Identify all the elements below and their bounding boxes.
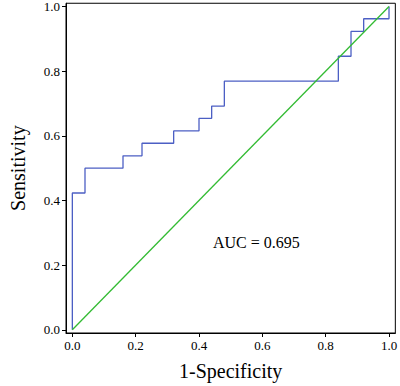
svg-text:1.0: 1.0: [381, 338, 397, 353]
svg-text:0.4: 0.4: [44, 193, 61, 208]
svg-text:0.0: 0.0: [44, 322, 60, 337]
svg-text:AUC = 0.695: AUC = 0.695: [213, 234, 300, 251]
svg-text:0.8: 0.8: [318, 338, 334, 353]
svg-text:0.4: 0.4: [191, 338, 208, 353]
svg-text:1.0: 1.0: [44, 0, 60, 14]
svg-text:0.8: 0.8: [44, 64, 60, 79]
svg-text:1-Specificity: 1-Specificity: [179, 360, 282, 383]
svg-text:0.0: 0.0: [64, 338, 80, 353]
svg-text:0.2: 0.2: [128, 338, 144, 353]
svg-text:0.6: 0.6: [44, 128, 61, 143]
svg-text:Sensitivity: Sensitivity: [7, 125, 30, 211]
svg-text:0.6: 0.6: [254, 338, 271, 353]
svg-text:0.2: 0.2: [44, 258, 60, 273]
